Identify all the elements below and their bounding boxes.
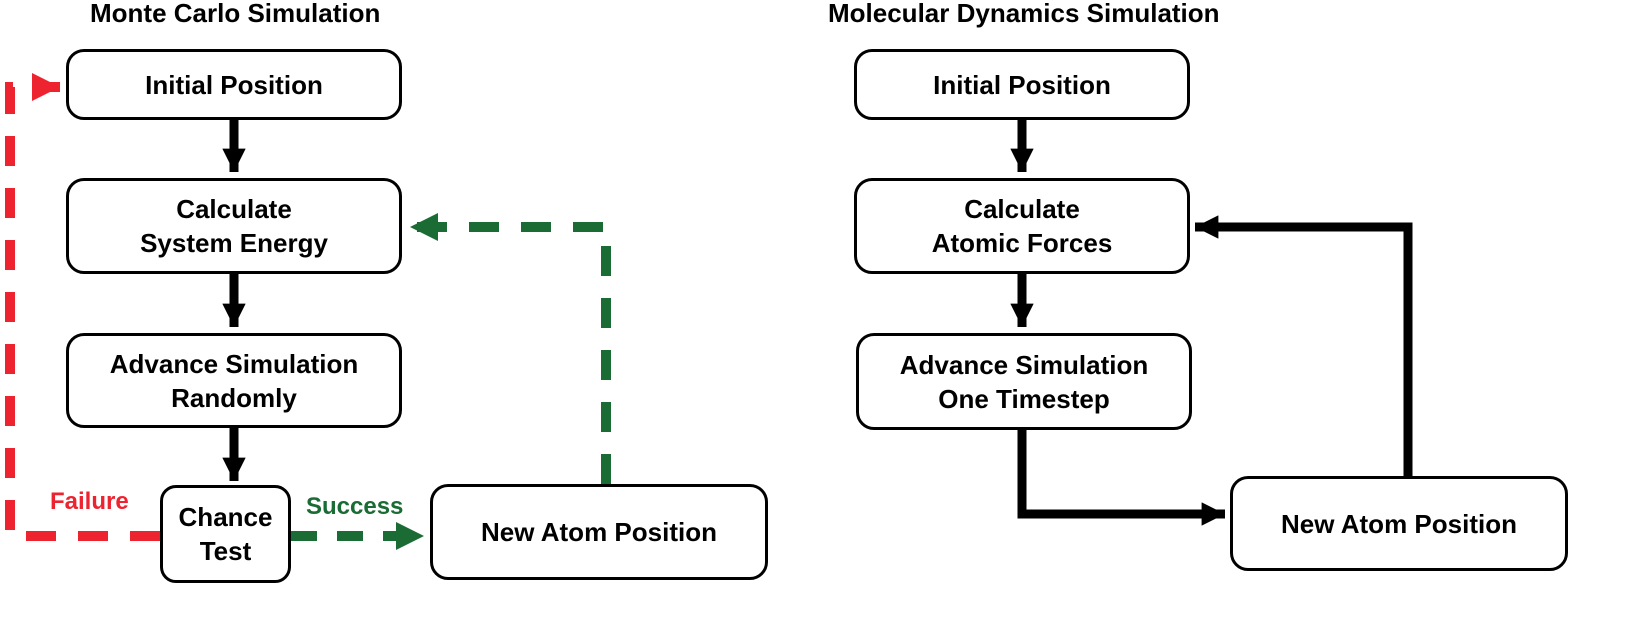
md-initial-position-line-1: Initial Position — [933, 69, 1111, 100]
md-calculate-forces-line-1: Calculate — [964, 194, 1080, 224]
mc-initial-position-line-1: Initial Position — [145, 69, 323, 100]
edge-md-newatom-to-forces — [1195, 215, 1413, 476]
edge-md-advance-to-newatom — [1017, 430, 1225, 526]
molecular-dynamics-title: Molecular Dynamics Simulation — [828, 0, 1220, 28]
md-advance-simulation-line-2: One Timestep — [938, 383, 1110, 414]
success-label: Success — [306, 493, 404, 520]
mc-new-atom-position-box: New Atom Position — [430, 484, 768, 580]
edge-mc-failure — [5, 73, 160, 541]
mc-new-atom-position-line-1: New Atom Position — [481, 517, 717, 547]
mc-calculate-energy-box: Calculate System Energy — [66, 178, 402, 274]
mc-advance-simulation-line-1: Advance Simulation — [109, 348, 359, 379]
monte-carlo-title: Monte Carlo Simulation — [90, 0, 381, 28]
mc-calculate-energy-line-2: System Energy — [140, 228, 328, 258]
mc-initial-position-box: Initial Position — [66, 49, 402, 120]
md-new-atom-position-box: New Atom Position — [1230, 476, 1568, 571]
md-initial-position-box: Initial Position — [854, 49, 1190, 120]
mc-advance-simulation-line-2: Randomly — [171, 382, 297, 413]
failure-label: Failure — [50, 488, 129, 515]
md-new-atom-position-line-1: New Atom Position — [1281, 508, 1517, 539]
mc-chance-test-box: Chance Test — [160, 485, 291, 583]
mc-advance-simulation-box: Advance Simulation Randomly — [66, 333, 402, 428]
md-advance-simulation-box: Advance Simulation One Timestep — [856, 333, 1192, 430]
md-calculate-forces-box: Calculate Atomic Forces — [854, 178, 1190, 274]
mc-chance-test-line-1: Chance — [178, 502, 273, 532]
mc-calculate-energy-line-1: Calculate — [176, 194, 292, 224]
edge-mc-newatom-to-energy — [410, 213, 611, 484]
md-advance-simulation-line-1: Advance Simulation — [899, 349, 1149, 380]
mc-chance-test-line-2: Test — [199, 536, 252, 566]
md-calculate-forces-line-2: Atomic Forces — [931, 228, 1113, 258]
